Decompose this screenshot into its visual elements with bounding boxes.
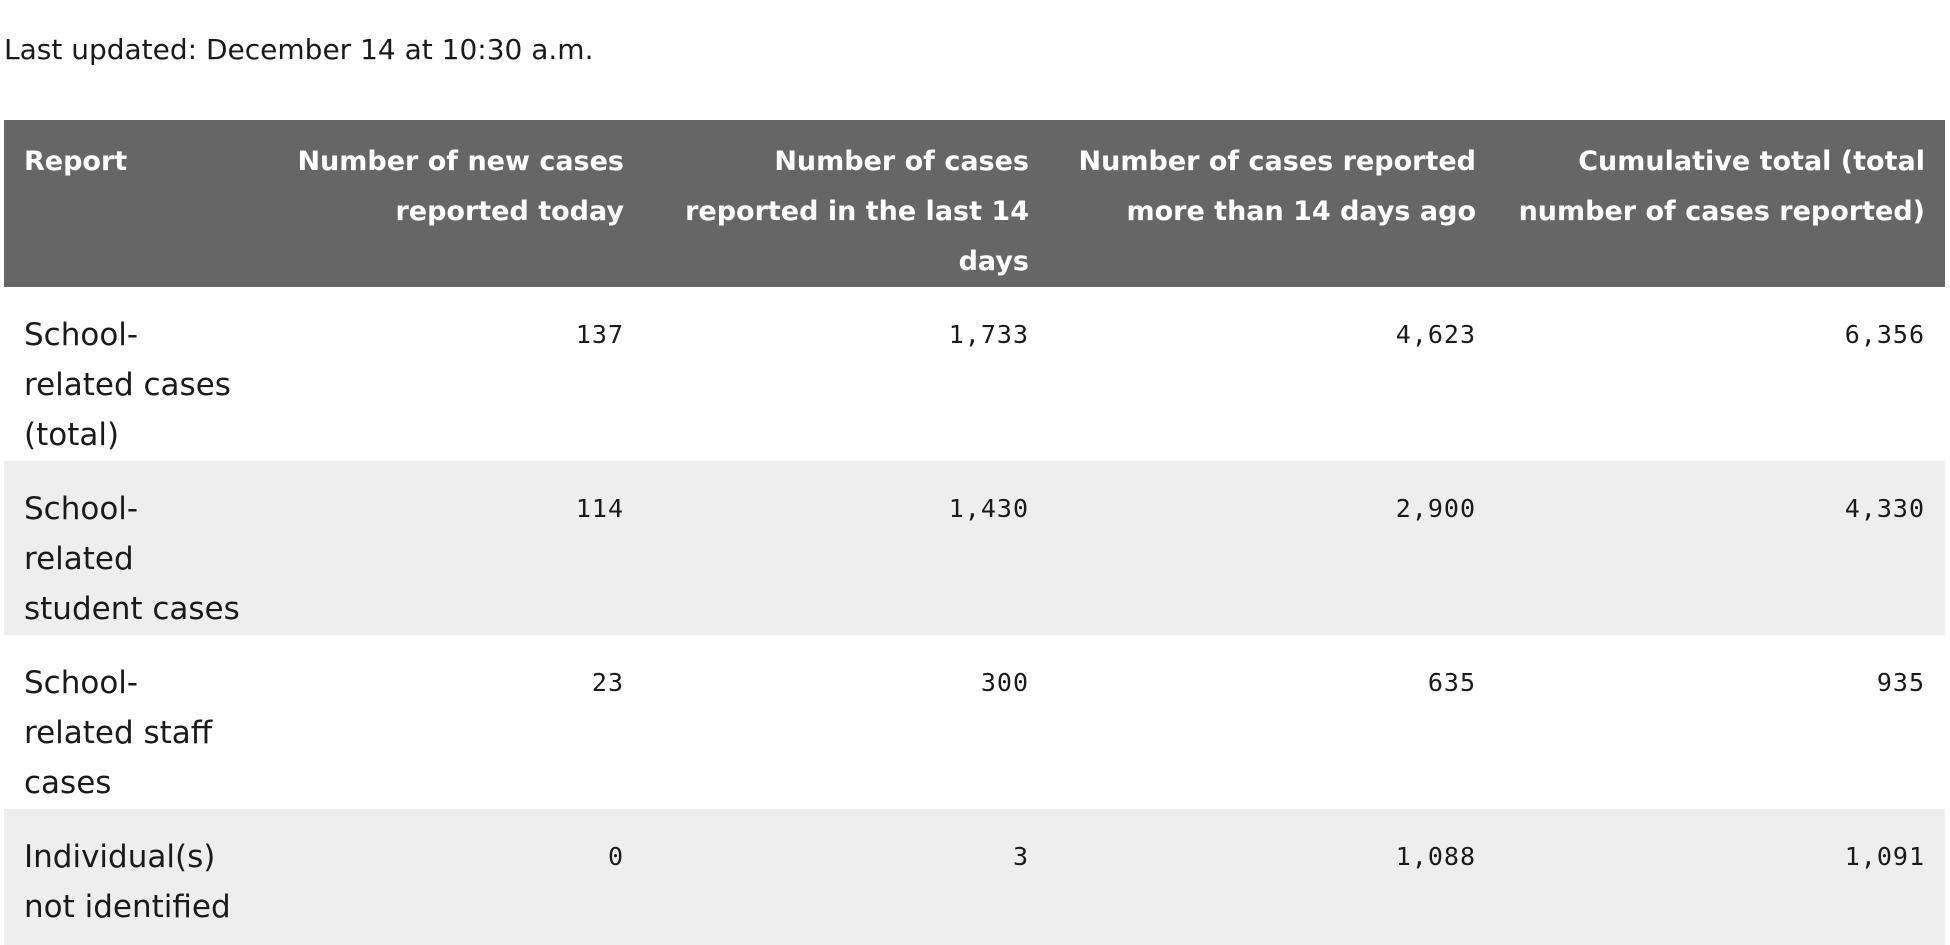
cell-last-14-days: 300 xyxy=(980,668,1029,697)
cell-cumulative-total: 6,356 xyxy=(1844,320,1925,349)
table-body: School-related cases (total) 137 1,733 4… xyxy=(4,287,1945,945)
cell-cumulative-total: 935 xyxy=(1876,668,1925,697)
cell-new-today: 114 xyxy=(575,494,624,523)
row-report-label: Individual(s) not identified xyxy=(24,839,231,925)
cell-more-than-14-days: 635 xyxy=(1427,668,1476,697)
cell-cumulative-total: 1,091 xyxy=(1844,842,1925,871)
header-new-today: Number of new cases reported today xyxy=(297,146,624,227)
cell-more-than-14-days: 1,088 xyxy=(1395,842,1476,871)
cell-new-today: 23 xyxy=(591,668,624,697)
cell-new-today: 137 xyxy=(575,320,624,349)
cell-cumulative-total: 4,330 xyxy=(1844,494,1925,523)
cell-more-than-14-days: 4,623 xyxy=(1395,320,1476,349)
table-row: School-related staff cases 23 300 635 93… xyxy=(4,635,1945,809)
header-more-than-14-days: Number of cases reported more than 14 da… xyxy=(1078,146,1476,227)
header-cumulative-total: Cumulative total (total number of cases … xyxy=(1518,146,1925,227)
header-last-14-days: Number of cases reported in the last 14 … xyxy=(685,146,1029,277)
table-row: School-related student cases 114 1,430 2… xyxy=(4,461,1945,635)
table-row: Individual(s) not identified 0 3 1,088 1… xyxy=(4,809,1945,945)
cell-last-14-days: 1,733 xyxy=(948,320,1029,349)
cell-last-14-days: 3 xyxy=(1012,842,1029,871)
table-row: School-related cases (total) 137 1,733 4… xyxy=(4,287,1945,461)
cell-last-14-days: 1,430 xyxy=(948,494,1029,523)
cell-new-today: 0 xyxy=(607,842,624,871)
row-report-label: School-related cases (total) xyxy=(24,317,231,453)
last-updated-text: Last updated: December 14 at 10:30 a.m. xyxy=(4,33,594,66)
row-report-label: School-related staff cases xyxy=(24,665,213,801)
cell-more-than-14-days: 2,900 xyxy=(1395,494,1476,523)
table-header: Report Number of new cases reported toda… xyxy=(4,120,1945,287)
school-cases-table: Report Number of new cases reported toda… xyxy=(4,120,1945,945)
header-row: Report Number of new cases reported toda… xyxy=(4,120,1945,287)
row-report-label: School-related student cases xyxy=(24,491,240,627)
header-report: Report xyxy=(24,146,128,177)
